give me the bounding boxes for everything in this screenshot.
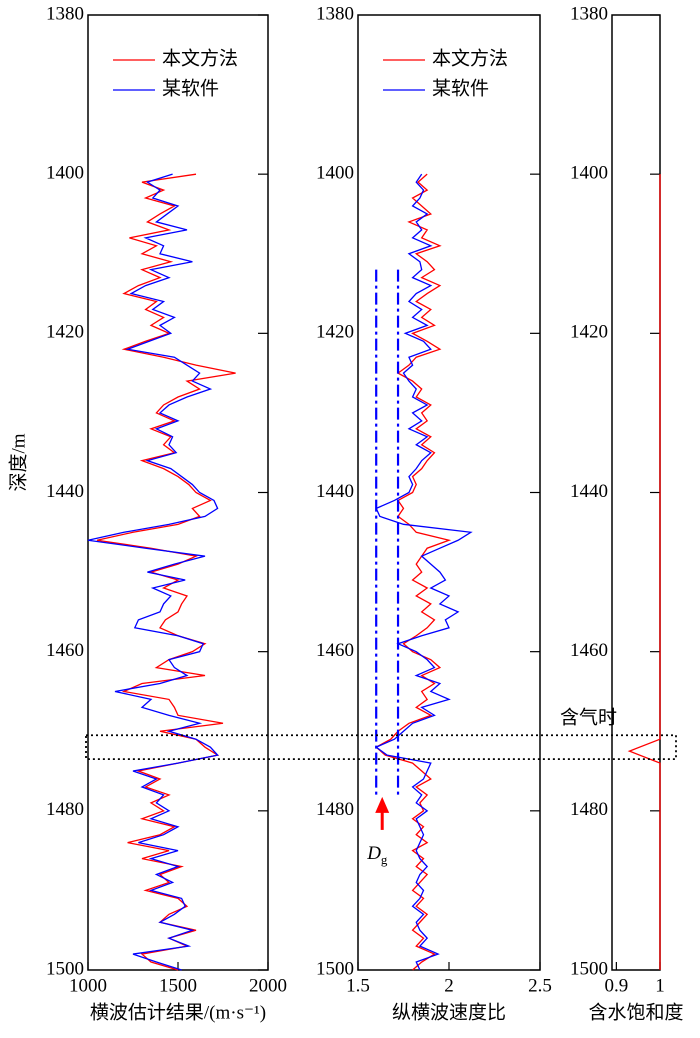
y-tick-label: 1400: [46, 163, 84, 184]
x-tick-label: 2: [444, 975, 454, 996]
legend-label: 某软件: [162, 77, 219, 99]
y-tick-label: 1500: [46, 958, 84, 979]
data-line: [96, 173, 236, 971]
x-tick-label: 1.5: [346, 975, 370, 996]
y-tick-label: 1500: [570, 958, 608, 979]
y-tick-label: 1480: [46, 799, 84, 820]
legend-label: 某软件: [432, 77, 489, 99]
y-tick-label: 1400: [570, 163, 608, 184]
legend-label: 本文方法: [432, 47, 508, 69]
annotation: Dg: [366, 843, 388, 867]
y-tick-label: 1440: [46, 481, 84, 502]
x-axis-label: 纵横波速度比: [392, 1001, 506, 1023]
legend-label: 本文方法: [162, 47, 238, 69]
y-tick-label: 1480: [570, 799, 608, 820]
data-line: [87, 173, 219, 971]
y-axis-label: 深度/m: [7, 433, 29, 491]
y-tick-label: 1380: [570, 3, 608, 24]
y-tick-label: 1420: [570, 322, 608, 343]
x-tick-label: 0.9: [604, 975, 628, 996]
gas-zone-box: [85, 734, 677, 761]
data-line: [374, 173, 473, 971]
x-tick-label: 2000: [249, 975, 287, 996]
x-tick-label: 1000: [69, 975, 107, 996]
y-tick-label: 1420: [46, 322, 84, 343]
y-tick-label: 1380: [46, 3, 84, 24]
x-tick-label: 1500: [159, 975, 197, 996]
data-line: [627, 174, 661, 970]
y-tick-label: 1400: [316, 163, 354, 184]
annotation-subscript: g: [381, 852, 388, 867]
x-tick-label: 2.5: [528, 975, 552, 996]
y-tick-label: 1440: [570, 481, 608, 502]
y-tick-label: 1420: [316, 322, 354, 343]
panel-frame: [357, 14, 541, 971]
arrow-head: [375, 796, 390, 813]
x-axis-label: 横波估计结果/(m·s⁻¹): [90, 1001, 266, 1023]
data-line: [375, 173, 452, 971]
y-tick-label: 1460: [570, 640, 608, 661]
x-tick-label: 1: [655, 975, 665, 996]
y-tick-label: 1440: [316, 481, 354, 502]
annotation-letter: D: [366, 843, 381, 864]
y-tick-label: 1380: [316, 3, 354, 24]
x-axis-label: 含水饱和度: [588, 1001, 683, 1023]
y-tick-label: 1500: [316, 958, 354, 979]
y-tick-label: 1460: [46, 640, 84, 661]
gas-zone-label: 含气时: [560, 707, 617, 729]
y-tick-label: 1460: [316, 640, 354, 661]
y-tick-label: 1480: [316, 799, 354, 820]
